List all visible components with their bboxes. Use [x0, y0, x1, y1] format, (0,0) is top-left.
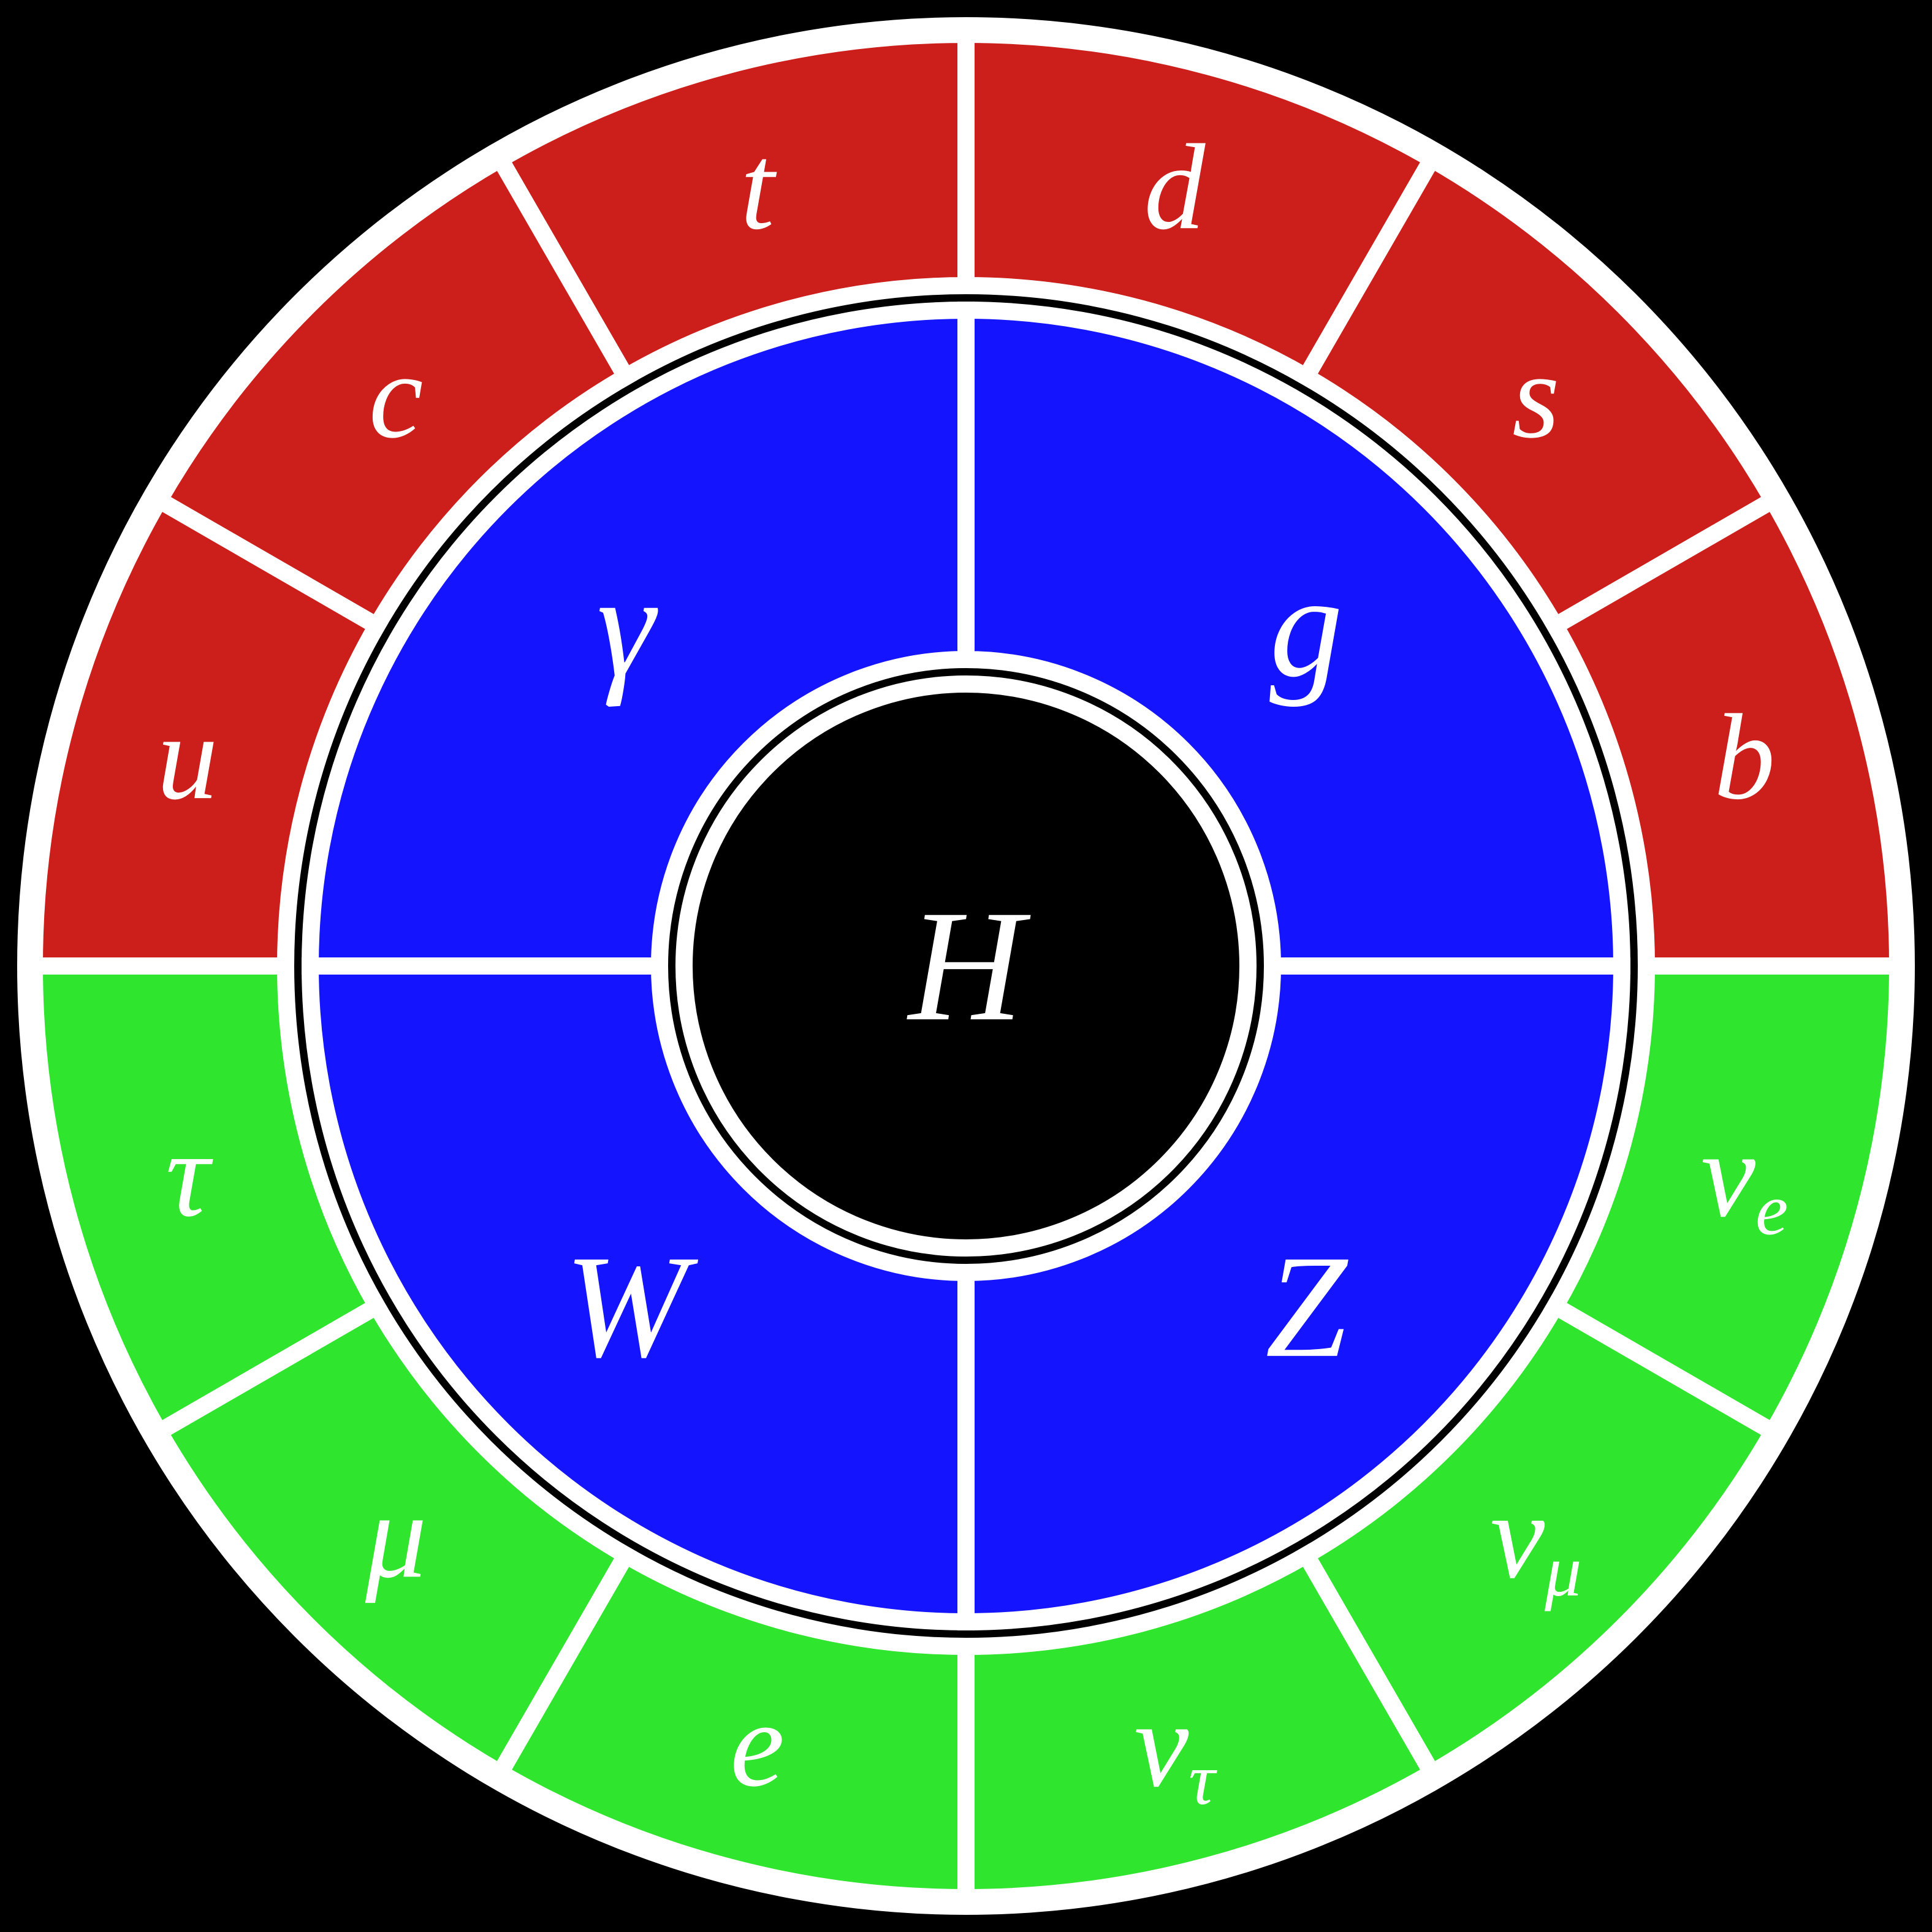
label-bottom-quark: b: [1714, 690, 1775, 825]
label-strange-quark: s: [1512, 329, 1560, 464]
label-down-quark: d: [1144, 120, 1206, 255]
label-higgs-boson: H: [906, 878, 1033, 1054]
label-electron: e: [730, 1677, 785, 1812]
label-muon: μ: [365, 1468, 427, 1603]
label-w-boson: W: [565, 1225, 699, 1388]
label-gluon: g: [1269, 544, 1343, 707]
label-charm-quark: c: [369, 329, 424, 464]
label-z-boson: Z: [1265, 1225, 1348, 1388]
label-tau-lepton: τ: [165, 1107, 213, 1242]
standard-model-diagram: HγgWZtcudsbτμeνeνμντ: [0, 0, 1932, 1932]
label-photon: γ: [597, 544, 658, 707]
label-top-quark: t: [740, 120, 777, 255]
label-up-quark: u: [157, 690, 218, 825]
